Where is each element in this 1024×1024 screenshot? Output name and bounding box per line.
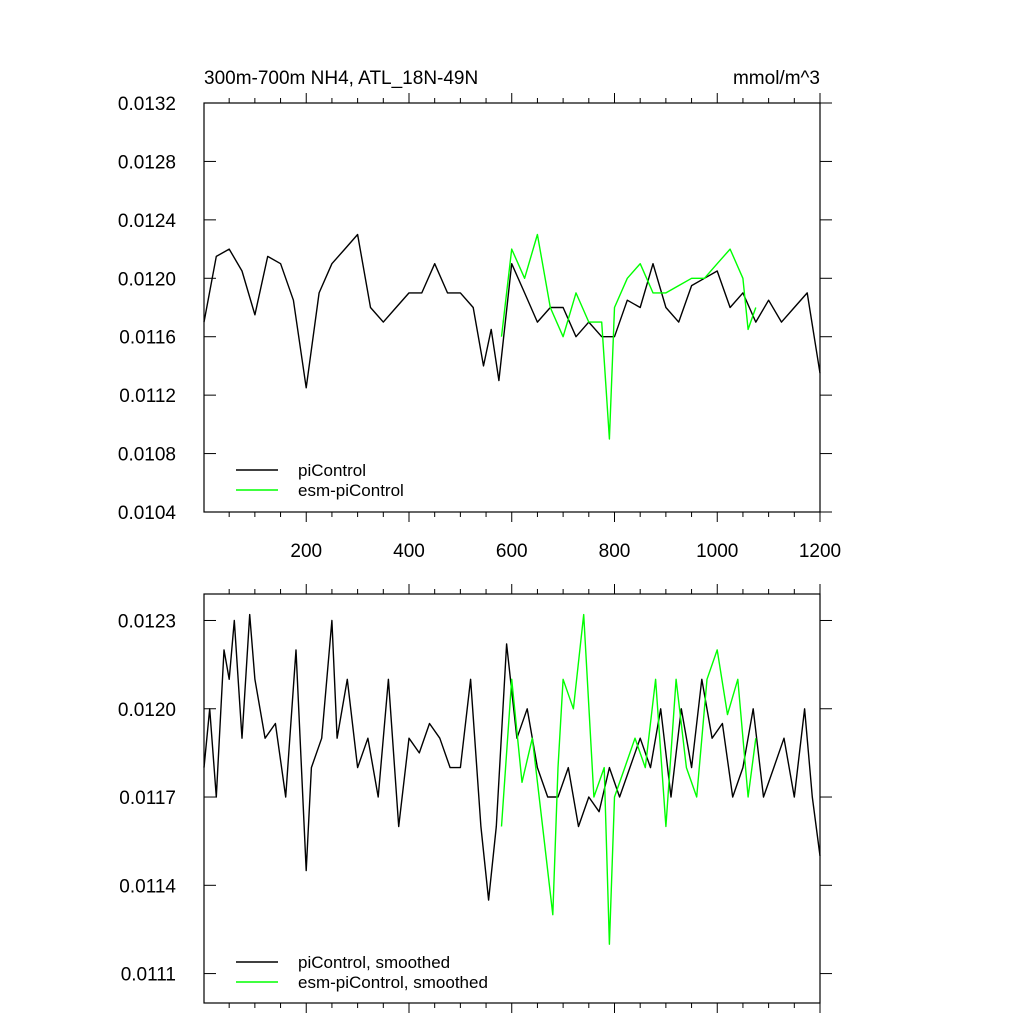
x-tick-label: 1000 [696,541,738,562]
axes-top: 0.0104 0.0108 0.0112 0.0116 0.0120 0.0124 0.01… [118,93,841,562]
x-tick-label: 200 [290,541,322,562]
bottom-panel: 0.0111 0.0114 0.0117 0.0120 0.0123 piControl… [118,584,832,1013]
axes-bottom: 0.0111 0.0114 0.0117 0.0120 0.0123 [118,584,832,1013]
legend-top: piControl esm-piControl [236,461,404,500]
series-lines-bottom [203,613,821,945]
x-tick-label: 400 [393,541,425,562]
y-tick-label: 0.0112 [119,386,176,407]
x-tick-label: 1200 [799,541,841,562]
units-label: mmol/m^3 [733,68,820,89]
y-tick-label: 0.0104 [118,503,177,524]
y-tick-label: 0.0111 [121,965,176,986]
y-tick-label: 0.0117 [119,788,176,809]
y-tick-label: 0.0114 [119,876,176,897]
y-tick-label: 0.0124 [118,211,177,232]
series-line-picontrol [203,233,821,389]
series-line-esm-picontrol [500,233,757,440]
y-tick-label: 0.0128 [118,152,176,173]
y-tick-label: 0.0132 [118,94,176,115]
y-tick-label: 0.0120 [118,700,176,721]
legend-bottom: piControl, smoothed esm-piControl, smoot… [236,953,488,992]
y-tick-label: 0.0120 [118,269,176,290]
series-line-picontrol-smoothed [203,613,821,901]
plot-frame [203,102,821,513]
legend-label-picontrol-smoothed: piControl, smoothed [298,953,450,972]
series-line-esm-picontrol-smoothed [500,613,757,945]
x-tick-label: 800 [599,541,631,562]
x-tick-label: 600 [496,541,528,562]
y-tick-label: 0.0116 [119,328,176,349]
legend-label-picontrol: piControl [298,461,366,480]
legend-label-esm-picontrol-smoothed: esm-piControl, smoothed [298,973,488,992]
y-tick-label: 0.0123 [118,611,176,632]
legend-label-esm-picontrol: esm-piControl [298,481,404,500]
top-panel: 300m-700m NH4, ATL_18N-49N mmol/m^3 0.01… [118,68,841,562]
series-lines-top [203,233,821,440]
y-tick-label: 0.0108 [118,445,176,466]
chart-title: 300m-700m NH4, ATL_18N-49N [204,68,478,89]
